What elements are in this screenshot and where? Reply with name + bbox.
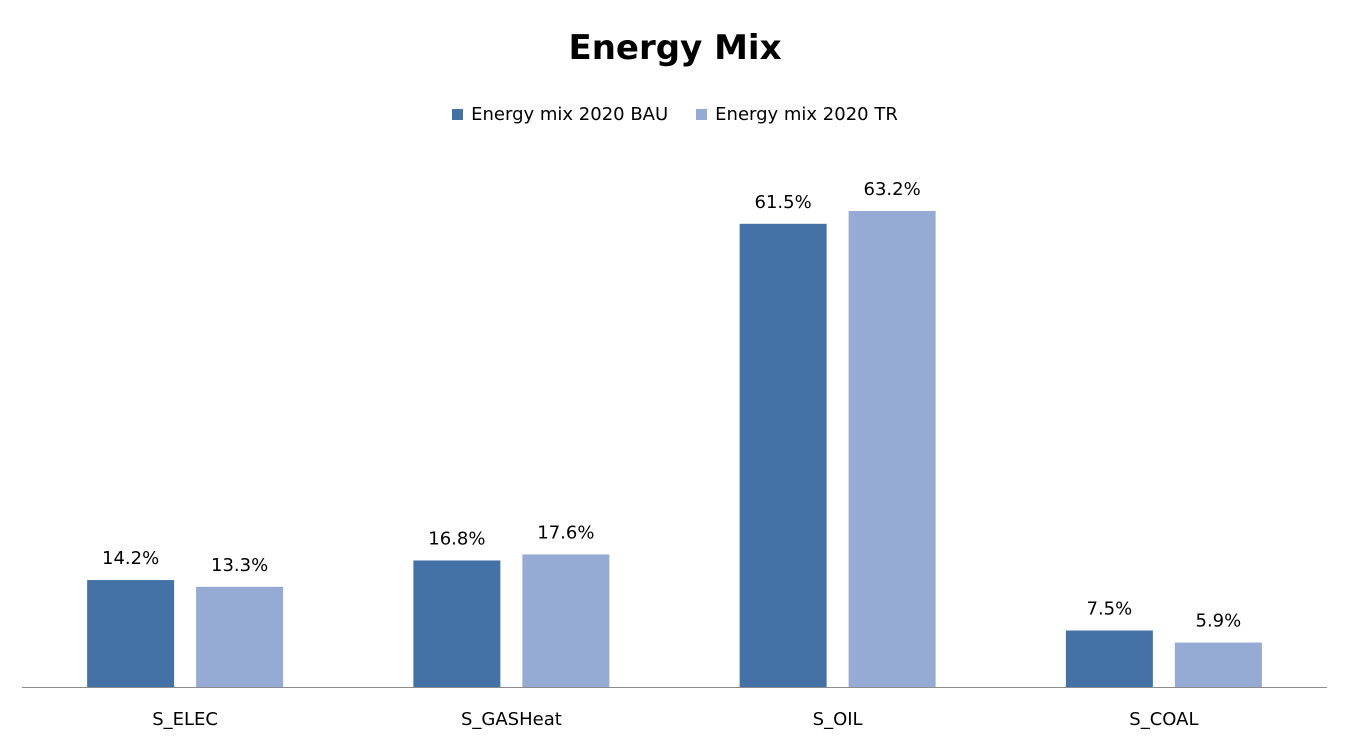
bar-s-oil-series-1	[739, 223, 827, 687]
data-label-s-elec-series-1: 14.2%	[102, 548, 159, 569]
x-tick-label-s-elec: S_ELEC	[152, 709, 218, 730]
legend-item-tr: Energy mix 2020 TR	[696, 104, 898, 125]
legend-swatch-tr	[696, 109, 708, 120]
data-label-s-elec-series-2: 13.3%	[211, 555, 268, 576]
bar-s-gasheat-series-1	[413, 560, 501, 687]
legend-item-bau: Energy mix 2020 BAU	[452, 104, 668, 125]
data-label-s-oil-series-2: 63.2%	[864, 179, 921, 200]
data-label-s-gasheat-series-1: 16.8%	[428, 528, 485, 549]
x-tick-label-s-gasheat: S_GASHeat	[461, 709, 562, 730]
bar-s-gasheat-series-2	[522, 554, 610, 687]
chart-title: Energy Mix	[568, 28, 782, 68]
legend: Energy mix 2020 BAU Energy mix 2020 TR	[0, 104, 1350, 125]
bar-s-elec-series-1	[87, 580, 175, 687]
data-label-s-coal-series-2: 5.9%	[1196, 611, 1242, 632]
x-tick-label-s-coal: S_COAL	[1129, 709, 1198, 730]
data-label-s-coal-series-1: 7.5%	[1087, 599, 1133, 620]
bar-s-oil-series-2	[848, 211, 936, 687]
legend-label-bau: Energy mix 2020 BAU	[471, 104, 669, 125]
data-label-s-gasheat-series-2: 17.6%	[537, 522, 594, 543]
x-tick-label-s-oil: S_OIL	[813, 709, 863, 730]
data-label-s-oil-series-1: 61.5%	[755, 192, 812, 213]
legend-swatch-bau	[452, 109, 464, 120]
legend-label-tr: Energy mix 2020 TR	[715, 104, 898, 125]
bar-s-coal-series-2	[1174, 642, 1262, 687]
bar-s-coal-series-1	[1065, 630, 1153, 687]
bar-s-elec-series-2	[196, 586, 284, 687]
